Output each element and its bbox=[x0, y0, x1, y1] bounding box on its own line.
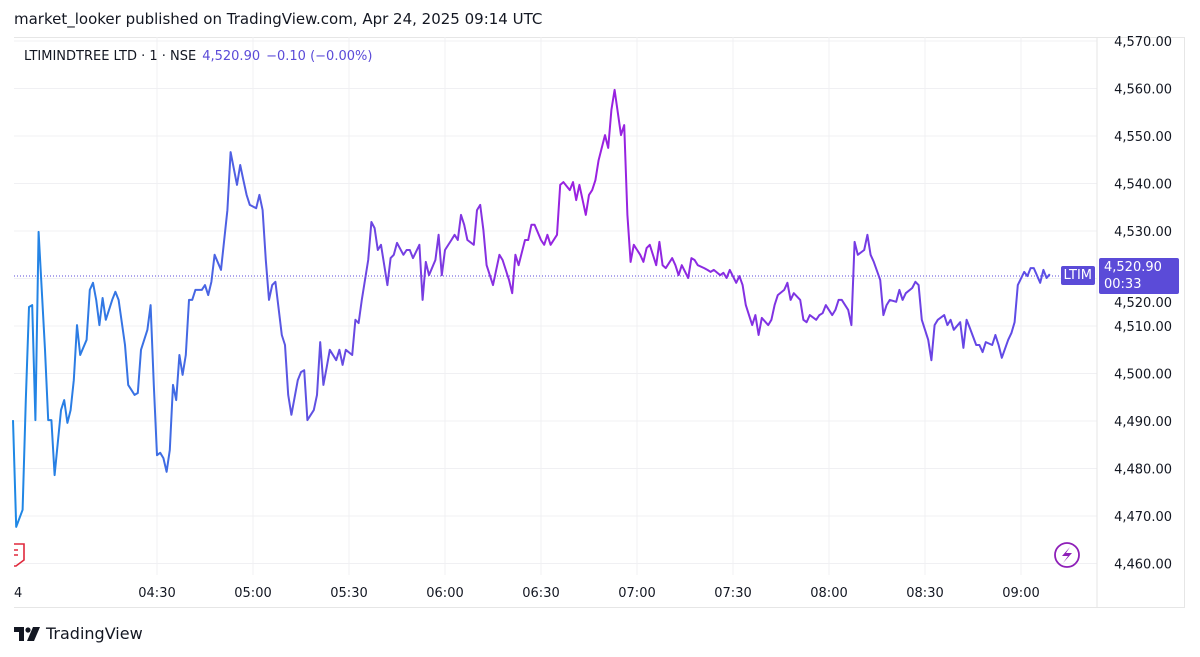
bar-countdown: 00:33 bbox=[1104, 277, 1142, 292]
y-tick-label: 4,510.00 bbox=[1114, 320, 1172, 335]
x-tick-label: 4 bbox=[14, 586, 22, 601]
chart-frame bbox=[14, 37, 1185, 608]
legend-change: −0.10 (−0.00%) bbox=[266, 49, 373, 64]
y-tick-label: 4,470.00 bbox=[1114, 510, 1172, 525]
publisher-line: market_looker published on TradingView.c… bbox=[14, 10, 543, 28]
ticker-tag: LTIM bbox=[1060, 266, 1095, 285]
earnings-flag-icon[interactable] bbox=[14, 543, 25, 567]
x-tick-label: 08:30 bbox=[906, 586, 943, 601]
grid bbox=[14, 37, 1098, 608]
price-line bbox=[12, 88, 1051, 528]
y-tick-label: 4,460.00 bbox=[1114, 558, 1172, 573]
x-tick-label: 07:00 bbox=[618, 586, 655, 601]
y-tick-label: 4,540.00 bbox=[1114, 178, 1172, 193]
time-axis: 4 04:30 05:00 05:30 06:00 06:30 07:00 07:30 08:0… bbox=[14, 586, 1040, 601]
x-tick-label: 06:30 bbox=[522, 586, 559, 601]
price-axis: 4,570.00 4,560.00 4,550.00 4,540.00 4,530.00… bbox=[1114, 35, 1172, 573]
lightning-icon[interactable] bbox=[1054, 542, 1080, 568]
y-tick-label: 4,530.00 bbox=[1114, 225, 1172, 240]
x-tick-label: 05:00 bbox=[234, 586, 271, 601]
x-tick-label: 09:00 bbox=[1002, 586, 1039, 601]
y-tick-label: 4,520.00 bbox=[1114, 296, 1172, 311]
tradingview-logo-icon bbox=[14, 626, 40, 641]
x-tick-label: 08:00 bbox=[810, 586, 847, 601]
brand-name: TradingView bbox=[46, 624, 143, 643]
y-tick-label: 4,490.00 bbox=[1114, 415, 1172, 430]
last-price-value: 4,520.90 bbox=[1104, 260, 1162, 275]
x-tick-label: 06:00 bbox=[426, 586, 463, 601]
last-price-tag: 4,520.90 00:33 bbox=[1099, 258, 1179, 294]
x-tick-label: 04:30 bbox=[138, 586, 175, 601]
y-tick-label: 4,560.00 bbox=[1114, 83, 1172, 98]
legend-price: 4,520.90 bbox=[202, 49, 261, 64]
y-tick-label: 4,480.00 bbox=[1114, 463, 1172, 478]
y-tick-label: 4,570.00 bbox=[1114, 35, 1172, 50]
y-tick-label: 4,550.00 bbox=[1114, 130, 1172, 145]
y-tick-label: 4,500.00 bbox=[1114, 368, 1172, 383]
x-tick-label: 05:30 bbox=[330, 586, 367, 601]
tradingview-logo[interactable]: TradingView bbox=[14, 624, 143, 643]
symbol-name: LTIMINDTREE LTD · 1 · NSE bbox=[24, 49, 197, 64]
symbol-legend: LTIMINDTREE LTD · 1 · NSE 4,520.90 −0.10 (… bbox=[24, 49, 372, 64]
x-tick-label: 07:30 bbox=[714, 586, 751, 601]
